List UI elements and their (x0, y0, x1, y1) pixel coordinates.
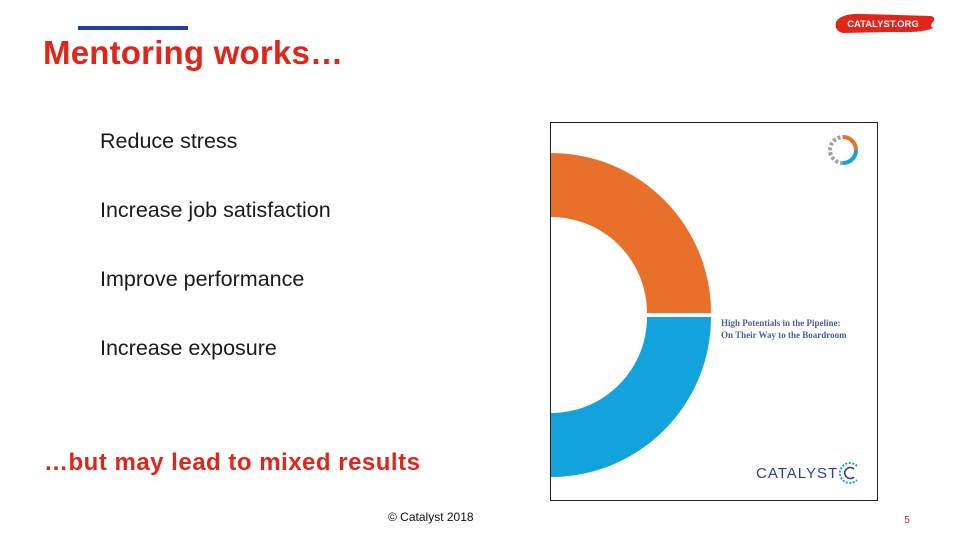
cover-blue-arc (551, 317, 711, 477)
list-item: Increase exposure (100, 336, 277, 360)
slide-title: Mentoring works… (43, 34, 344, 71)
logo-brush-icon (835, 13, 935, 33)
page-number: 5 (904, 515, 910, 526)
cover-title: High Potentials in the Pipeline: On Thei… (721, 318, 847, 340)
list-item: Improve performance (100, 267, 305, 291)
benefit-list: Reduce stress Increase job satisfaction … (100, 127, 331, 403)
tagline: …but may lead to mixed results (44, 449, 421, 476)
list-item: Reduce stress (100, 129, 238, 153)
title-accent-bar (78, 26, 188, 30)
catalyst-org-logo[interactable]: CATALYST.ORG (833, 10, 937, 36)
report-cover-image: High Potentials in the Pipeline: On Thei… (550, 122, 878, 501)
cover-orange-arc (551, 153, 711, 313)
cover-ring-icon (828, 135, 858, 165)
cover-publisher-logo: CATALYST (756, 465, 839, 482)
catalyst-c-icon (838, 462, 858, 484)
list-item: Increase job satisfaction (100, 198, 331, 222)
copyright-notice: © Catalyst 2018 (388, 510, 474, 524)
logo-text: CATALYST.ORG (847, 19, 919, 30)
